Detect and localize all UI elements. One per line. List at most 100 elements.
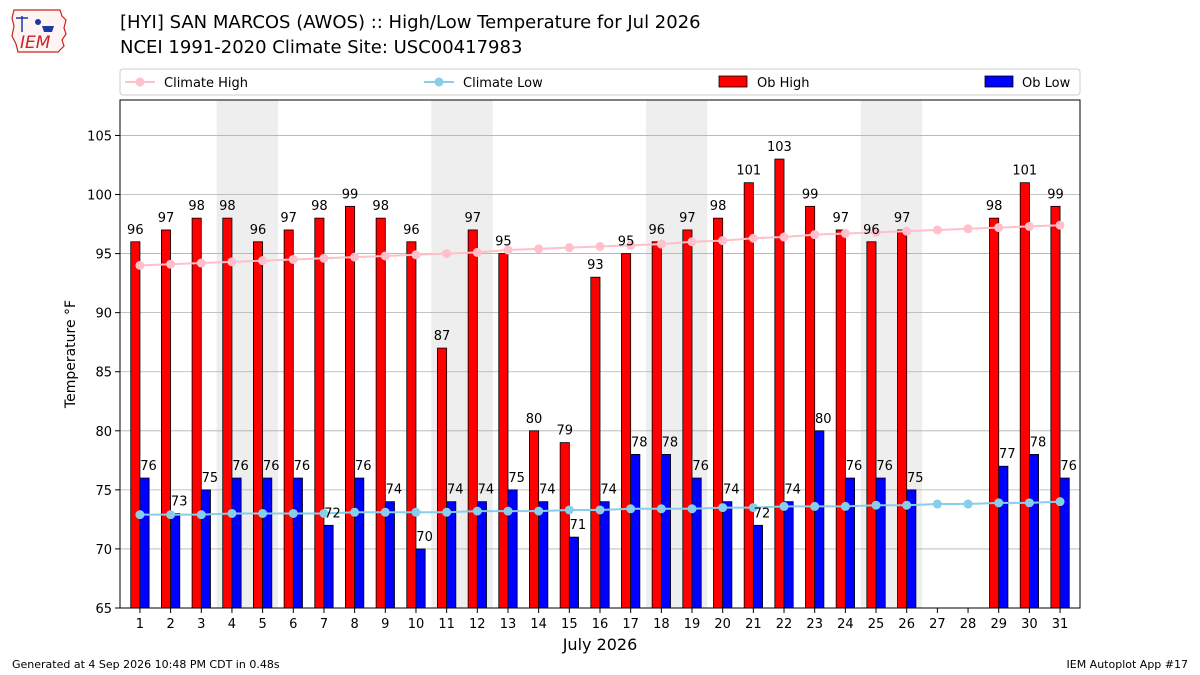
climate-high-point bbox=[411, 250, 421, 260]
climate-high-point bbox=[748, 233, 758, 243]
ob-low-label: 75 bbox=[202, 471, 219, 486]
ob-high-bar bbox=[253, 241, 264, 609]
ob-high-label: 79 bbox=[556, 424, 573, 439]
ob-low-label: 78 bbox=[1030, 435, 1047, 450]
x-tick-label: 16 bbox=[592, 617, 609, 632]
climate-low-point bbox=[196, 510, 206, 520]
climate-low-point bbox=[350, 507, 360, 517]
ob-high-label: 97 bbox=[679, 211, 696, 226]
svg-text:IEM: IEM bbox=[20, 33, 51, 53]
climate-low-point bbox=[718, 503, 728, 513]
ob-low-label: 78 bbox=[631, 435, 648, 450]
ob-high-label: 96 bbox=[250, 223, 267, 238]
climate-high-point bbox=[288, 254, 298, 264]
ob-high-bar bbox=[559, 442, 570, 609]
climate-high-point bbox=[1024, 221, 1034, 231]
climate-high-point bbox=[656, 239, 666, 249]
ob-high-bar bbox=[130, 241, 141, 609]
ob-high-bar bbox=[161, 229, 172, 609]
climate-low-point bbox=[442, 507, 452, 517]
ob-low-label: 74 bbox=[784, 483, 801, 498]
ob-low-bar bbox=[231, 477, 242, 609]
ob-low-bar bbox=[200, 489, 211, 609]
x-tick-label: 17 bbox=[622, 617, 639, 632]
x-axis-label: July 2026 bbox=[562, 635, 638, 654]
ob-low-label: 78 bbox=[662, 435, 679, 450]
climate-low-point bbox=[472, 506, 482, 516]
x-tick-label: 2 bbox=[166, 617, 174, 632]
ob-high-bar bbox=[345, 205, 356, 609]
ob-low-bar bbox=[354, 477, 365, 609]
ob-high-label: 98 bbox=[311, 199, 328, 214]
ob-low-label: 74 bbox=[386, 483, 403, 498]
x-tick-label: 4 bbox=[228, 617, 236, 632]
ob-low-label: 76 bbox=[140, 459, 157, 474]
ob-low-bar bbox=[538, 501, 549, 609]
ob-low-bar bbox=[384, 501, 395, 609]
ob-low-label: 76 bbox=[232, 459, 249, 474]
x-tick-label: 31 bbox=[1052, 617, 1069, 632]
ob-high-label: 98 bbox=[188, 199, 205, 214]
ob-low-label: 74 bbox=[539, 483, 556, 498]
ob-low-label: 76 bbox=[294, 459, 311, 474]
ob-low-label: 80 bbox=[815, 412, 832, 427]
x-tick-label: 21 bbox=[745, 617, 762, 632]
ob-low-label: 76 bbox=[876, 459, 893, 474]
ob-high-bar bbox=[835, 229, 846, 609]
climate-low-point bbox=[166, 510, 176, 520]
ob-high-label: 96 bbox=[648, 223, 665, 238]
y-tick-label: 90 bbox=[95, 307, 112, 322]
climate-high-point bbox=[227, 257, 237, 267]
ob-high-label: 97 bbox=[832, 211, 849, 226]
climate-low-point bbox=[319, 508, 329, 518]
ob-low-label: 76 bbox=[263, 459, 280, 474]
x-tick-label: 27 bbox=[929, 617, 946, 632]
ob-low-label: 74 bbox=[478, 483, 495, 498]
ob-high-bar bbox=[743, 182, 754, 609]
ob-low-bar bbox=[139, 477, 150, 609]
y-tick-label: 70 bbox=[95, 543, 112, 558]
ob-high-label: 87 bbox=[434, 329, 451, 344]
ob-high-label: 98 bbox=[219, 199, 236, 214]
x-tick-label: 1 bbox=[136, 617, 144, 632]
ob-high-label: 97 bbox=[894, 211, 911, 226]
x-tick-label: 10 bbox=[408, 617, 425, 632]
climate-low-point bbox=[258, 508, 268, 518]
climate-low-point bbox=[595, 505, 605, 515]
x-tick-label: 20 bbox=[714, 617, 731, 632]
footer-generated: Generated at 4 Sep 2026 10:48 PM CDT in … bbox=[12, 658, 280, 671]
ob-low-bar bbox=[630, 454, 641, 609]
x-tick-label: 12 bbox=[469, 617, 486, 632]
climate-low-point bbox=[656, 504, 666, 514]
climate-low-point bbox=[411, 507, 421, 517]
climate-high-point bbox=[994, 223, 1004, 233]
ob-high-bar bbox=[774, 158, 785, 609]
ob-low-bar bbox=[844, 477, 855, 609]
x-tick-label: 15 bbox=[561, 617, 578, 632]
climate-high-point bbox=[902, 226, 912, 236]
ob-high-bar bbox=[897, 229, 908, 609]
ob-low-label: 71 bbox=[570, 518, 587, 533]
ob-low-bar bbox=[1028, 454, 1039, 609]
climate-high-point bbox=[932, 225, 942, 235]
y-tick-label: 105 bbox=[87, 129, 112, 144]
x-tick-label: 14 bbox=[530, 617, 547, 632]
ob-high-bar bbox=[989, 217, 1000, 609]
x-tick-label: 3 bbox=[197, 617, 205, 632]
climate-high-point bbox=[687, 237, 697, 247]
chart-title: [HYI] SAN MARCOS (AWOS) :: High/Low Temp… bbox=[120, 12, 701, 33]
x-tick-label: 29 bbox=[990, 617, 1007, 632]
climate-high-point bbox=[626, 240, 636, 250]
x-tick-label: 5 bbox=[258, 617, 266, 632]
ob-high-label: 95 bbox=[495, 235, 512, 250]
climate-high-point bbox=[871, 227, 881, 237]
ob-low-bar bbox=[599, 501, 610, 609]
climate-high-point bbox=[595, 241, 605, 251]
ob-high-label: 103 bbox=[767, 140, 792, 155]
ob-low-bar bbox=[660, 454, 671, 609]
x-tick-label: 6 bbox=[289, 617, 297, 632]
legend: Climate High Climate Low Ob High Ob Low bbox=[119, 68, 1081, 96]
x-tick-label: 18 bbox=[653, 617, 670, 632]
ob-high-bar bbox=[866, 241, 877, 609]
